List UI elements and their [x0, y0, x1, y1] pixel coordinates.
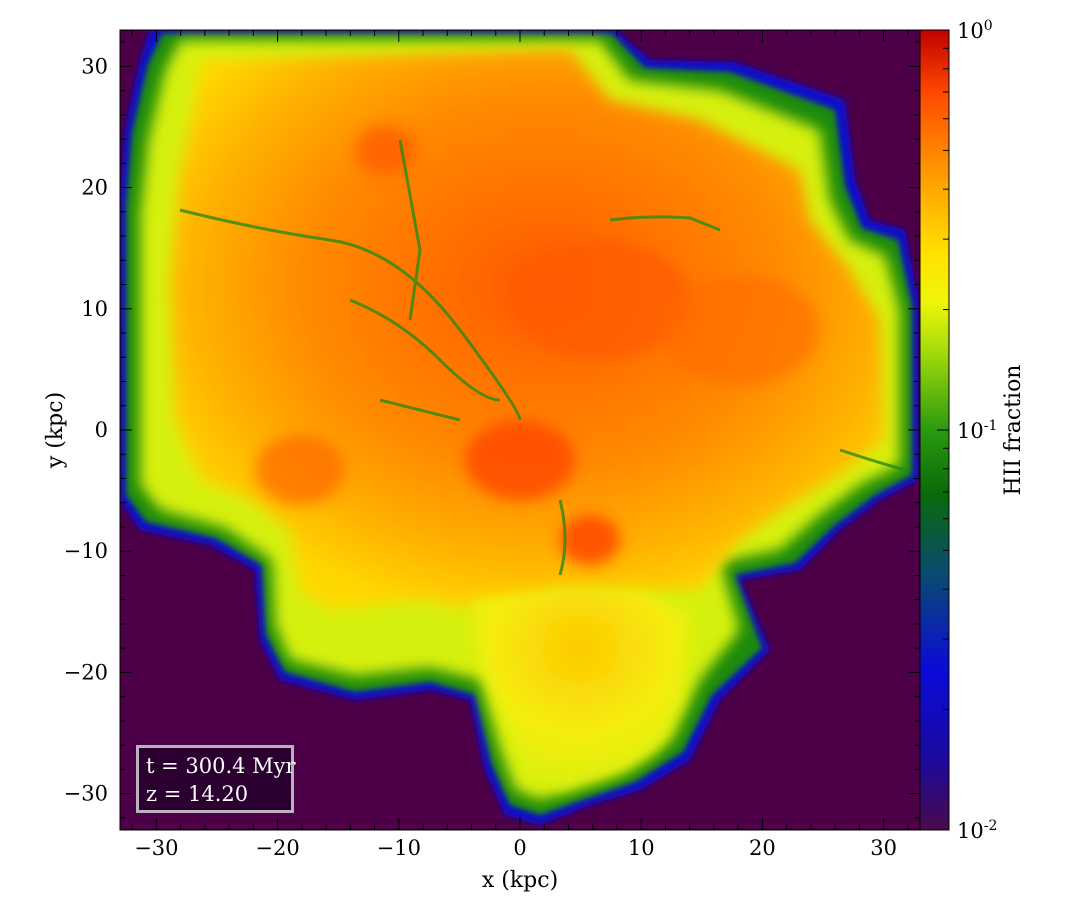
colorbar-ticks [937, 29, 949, 831]
x-tick-labels: −30 −20 −10 0 10 20 30 [134, 836, 897, 860]
y-tick-labels: −30 −20 −10 0 10 20 30 [64, 54, 108, 805]
hot-spot [560, 515, 620, 565]
filament [349, 298, 501, 402]
time-label: t = 300.4 Myr [146, 754, 296, 778]
x-tick-label: 10 [628, 836, 655, 860]
y-tick-label: 0 [95, 418, 108, 442]
filament [609, 215, 721, 232]
y-tick-label: 30 [81, 54, 108, 78]
hot-spot [355, 125, 415, 175]
x-tick-label: −10 [377, 836, 421, 860]
filament [179, 208, 522, 421]
colorbar-tick-label: 100 [957, 18, 993, 43]
filament [839, 448, 906, 472]
heatmap-image [120, 30, 920, 830]
axis-ticks [120, 30, 920, 830]
y-tick-label: 10 [81, 297, 108, 321]
x-tick-label: −30 [134, 836, 178, 860]
x-axis-label: x (kpc) [482, 868, 558, 893]
hot-spot [510, 240, 690, 360]
hot-spot [255, 435, 345, 505]
y-tick-label: −10 [64, 539, 108, 563]
y-tick-label: −30 [64, 782, 108, 806]
y-tick-label: 20 [81, 176, 108, 200]
redshift-label: z = 14.20 [146, 782, 249, 806]
x-tick-label: 30 [870, 836, 897, 860]
y-tick-label: −20 [64, 660, 108, 684]
hot-spot [465, 420, 575, 500]
ionized-region-lower-lobe [470, 588, 690, 790]
colorbar-label: HII fraction [1001, 365, 1026, 496]
colorbar-tick-label: 10-2 [957, 818, 997, 843]
colorbar-tick-label: 10-1 [957, 418, 997, 443]
filament [558, 499, 567, 576]
annotation-box: t = 300.4 Myr z = 14.20 [136, 745, 296, 813]
x-tick-label: 0 [513, 836, 526, 860]
neutral-filaments [179, 139, 906, 576]
filament [379, 398, 461, 422]
hot-spots [255, 125, 820, 565]
filament [398, 139, 422, 321]
x-tick-label: −20 [255, 836, 299, 860]
y-axis-label: y (kpc) [43, 392, 68, 469]
colorbar-tick-labels: 100 10-1 10-2 [957, 18, 997, 843]
x-tick-label: 20 [749, 836, 776, 860]
hot-spot [660, 275, 820, 385]
